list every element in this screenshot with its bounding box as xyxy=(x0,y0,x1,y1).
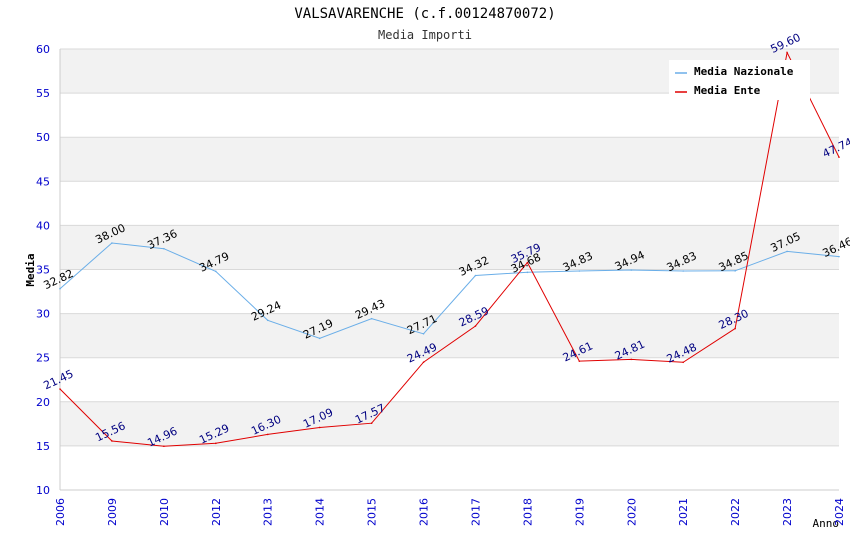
data-point-media-ente xyxy=(163,445,165,448)
data-point-media-nazionale xyxy=(370,317,373,320)
data-point-media-ente xyxy=(734,327,736,330)
data-point-media-nazionale xyxy=(838,255,840,258)
data-point-media-nazionale xyxy=(734,270,736,272)
data-point-media-nazionale xyxy=(422,332,425,335)
x-tick-label: 2018 xyxy=(521,498,534,526)
y-tick-labels: 10 15 20 25 30 35 40 45 50 55 60 xyxy=(36,43,50,497)
data-point-media-ente xyxy=(474,325,477,327)
y-tick-label: 20 xyxy=(36,396,50,409)
x-tick-label: 2012 xyxy=(210,498,223,526)
x-tick-labels: 2006 2009 2010 2012 2013 2014 2015 2016 2017 2018… xyxy=(54,498,846,526)
grid-band xyxy=(60,313,839,358)
x-tick-label: 2015 xyxy=(366,498,379,526)
legend-label-media-ente: Media Ente xyxy=(694,84,761,97)
x-tick-label: 2017 xyxy=(469,498,482,526)
data-point-media-ente xyxy=(682,361,684,364)
x-tick-label: 2020 xyxy=(625,498,638,526)
grid-band xyxy=(60,137,839,182)
data-point-media-ente xyxy=(215,442,217,445)
x-tick-label: 2022 xyxy=(729,498,742,526)
x-tick-label: 2006 xyxy=(54,498,67,526)
data-point-media-ente xyxy=(630,358,633,361)
data-point-media-ente xyxy=(422,361,425,363)
data-point-media-nazionale xyxy=(163,247,165,250)
data-point-media-nazionale xyxy=(215,270,217,273)
data-point-media-ente xyxy=(578,360,581,362)
y-tick-label: 60 xyxy=(36,43,50,56)
legend-box xyxy=(669,60,810,100)
y-tick-label: 45 xyxy=(36,175,50,188)
x-tick-label: 2014 xyxy=(314,498,327,526)
data-point-media-ente xyxy=(526,261,529,264)
data-point-media-nazionale xyxy=(578,270,581,272)
y-tick-label: 25 xyxy=(36,352,50,365)
data-point-media-nazionale xyxy=(59,287,61,290)
data-point-media-ente xyxy=(266,433,269,436)
data-point-media-ente xyxy=(111,440,113,442)
series-lines xyxy=(59,50,840,448)
grid-band xyxy=(60,225,839,270)
x-tick-label: 2019 xyxy=(573,498,586,526)
y-tick-label: 40 xyxy=(36,219,50,232)
y-tick-label: 35 xyxy=(36,264,50,277)
data-point-media-ente xyxy=(786,51,788,54)
x-axis-label: Anno xyxy=(813,517,840,530)
y-tick-label: 50 xyxy=(36,131,50,144)
data-point-media-nazionale xyxy=(318,337,321,340)
y-tick-label: 30 xyxy=(36,308,50,321)
x-tick-label: 2016 xyxy=(418,498,431,526)
x-tick-label: 2023 xyxy=(781,498,794,526)
data-point-media-nazionale xyxy=(474,274,477,277)
legend: Media Nazionale Media Ente xyxy=(669,60,810,100)
series-line-media-ente xyxy=(59,50,840,447)
legend-label-media-nazionale: Media Nazionale xyxy=(694,65,794,78)
data-point-media-nazionale xyxy=(526,271,529,274)
x-tick-label: 2013 xyxy=(262,498,275,526)
gridlines xyxy=(59,48,839,491)
x-tick-label: 2021 xyxy=(677,498,690,526)
grid-band xyxy=(60,401,839,446)
data-point-media-nazionale xyxy=(266,319,269,322)
y-axis-label: Media xyxy=(24,253,37,286)
y-tick-label: 15 xyxy=(36,440,50,453)
data-point-media-ente xyxy=(838,156,840,158)
data-point-media-nazionale xyxy=(682,270,684,272)
data-point-media-ente xyxy=(318,426,321,429)
data-point-media-nazionale xyxy=(630,269,633,271)
x-tick-label: 2024 xyxy=(833,498,846,526)
series-line-media-nazionale xyxy=(59,242,840,339)
y-tick-label: 10 xyxy=(36,484,50,497)
chart-title: VALSAVARENCHE (c.f.00124870072) xyxy=(294,6,555,22)
data-point-media-nazionale xyxy=(786,250,788,253)
data-point-media-nazionale xyxy=(111,242,113,244)
data-point-media-ente xyxy=(370,422,373,425)
y-tick-label: 55 xyxy=(36,87,50,100)
chart-subtitle: Media Importi xyxy=(378,28,472,42)
x-tick-label: 2010 xyxy=(158,498,171,526)
data-point-media-ente xyxy=(59,388,61,390)
x-tick-label: 2009 xyxy=(106,498,119,526)
